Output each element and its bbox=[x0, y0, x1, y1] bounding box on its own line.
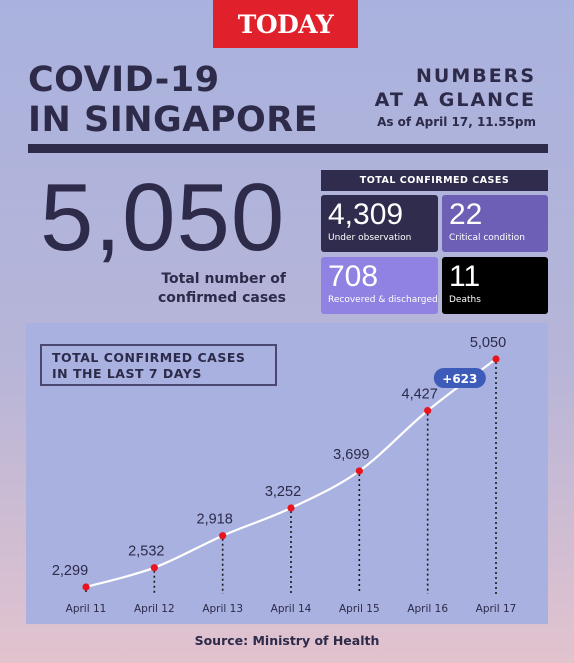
value-label-4: 3,699 bbox=[333, 447, 369, 463]
data-point-5 bbox=[424, 407, 432, 415]
tile-value: 708 bbox=[328, 260, 379, 293]
category-label-4: April 15 bbox=[339, 603, 380, 615]
title-line-2: IN SINGAPORE bbox=[28, 100, 319, 140]
chart-title-line-1: TOTAL CONFIRMED CASES bbox=[52, 350, 246, 365]
category-label-1: April 12 bbox=[134, 603, 175, 615]
category-label-6: April 17 bbox=[476, 603, 517, 615]
glance-line-2: AT A GLANCE bbox=[374, 89, 536, 111]
category-label-2: April 13 bbox=[202, 603, 243, 615]
data-point-2 bbox=[219, 532, 227, 540]
tile-recovered-discharged: 708 Recovered & discharged bbox=[321, 257, 438, 314]
value-label-2: 2,918 bbox=[197, 512, 233, 528]
category-label-5: April 16 bbox=[407, 603, 448, 615]
category-label-3: April 14 bbox=[271, 603, 312, 615]
numbers-at-a-glance: NUMBERS AT A GLANCE bbox=[375, 64, 536, 112]
data-point-0 bbox=[82, 583, 90, 591]
as-of-timestamp: As of April 17, 11.55pm bbox=[377, 115, 536, 129]
tile-label: Deaths bbox=[449, 295, 481, 305]
value-label-6: 5,050 bbox=[470, 335, 506, 351]
header-divider bbox=[28, 144, 548, 153]
page-title: COVID-19 IN SINGAPORE bbox=[28, 60, 318, 140]
data-point-1 bbox=[150, 564, 158, 572]
value-label-1: 2,532 bbox=[128, 544, 164, 560]
tile-label: Recovered & discharged bbox=[328, 295, 438, 305]
tile-value: 22 bbox=[449, 198, 483, 231]
increase-badge bbox=[433, 368, 486, 388]
breakdown-panel-title: TOTAL CONFIRMED CASES bbox=[321, 170, 548, 191]
total-label-line-1: Total number of bbox=[161, 271, 286, 287]
today-logo: TODAY bbox=[213, 0, 358, 48]
glance-line-1: NUMBERS bbox=[415, 65, 536, 87]
increase-badge-text: +623 bbox=[442, 372, 477, 386]
tile-critical-condition: 22 Critical condition bbox=[442, 195, 548, 252]
total-label-line-2: confirmed cases bbox=[157, 290, 286, 306]
title-line-1: COVID-19 bbox=[28, 60, 220, 100]
tile-label: Critical condition bbox=[449, 233, 525, 243]
tile-label: Under observation bbox=[328, 233, 412, 243]
data-point-6 bbox=[492, 355, 500, 363]
source-credit: Source: Ministry of Health bbox=[194, 633, 380, 648]
value-label-3: 3,252 bbox=[265, 484, 301, 500]
data-point-4 bbox=[355, 467, 363, 475]
total-cases-label: Total number of confirmed cases bbox=[146, 270, 286, 308]
category-label-0: April 11 bbox=[66, 603, 107, 615]
chart-title-line-2: IN THE LAST 7 DAYS bbox=[52, 366, 202, 381]
tile-value: 11 bbox=[449, 260, 481, 293]
chart-title: TOTAL CONFIRMED CASES IN THE LAST 7 DAYS bbox=[40, 344, 277, 386]
value-label-5: 4,427 bbox=[402, 387, 438, 403]
tile-under-observation: 4,309 Under observation bbox=[321, 195, 438, 252]
tile-value: 4,309 bbox=[328, 198, 404, 231]
tile-deaths: 11 Deaths bbox=[442, 257, 548, 314]
data-point-3 bbox=[287, 504, 295, 512]
total-cases-number: 5,050 bbox=[40, 164, 286, 271]
value-label-0: 2,299 bbox=[52, 563, 88, 579]
